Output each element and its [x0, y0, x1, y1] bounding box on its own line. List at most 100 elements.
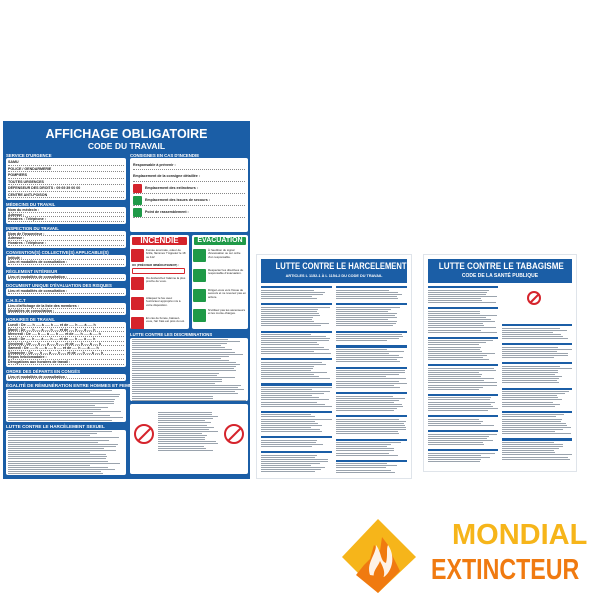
text-line — [132, 400, 246, 401]
text-line — [336, 381, 399, 382]
text-line — [428, 357, 483, 358]
text-line — [336, 425, 405, 426]
text-line — [336, 387, 400, 388]
article-text — [502, 391, 572, 408]
text-line — [261, 423, 318, 424]
text-line — [428, 300, 482, 301]
text-line — [336, 463, 387, 464]
text-line — [261, 334, 311, 335]
harassment-heading: LUTTE CONTRE LE HARCÈLEMENT SEXUEL — [6, 424, 105, 429]
article-text — [336, 290, 407, 301]
text-line — [261, 444, 323, 445]
text-line — [158, 437, 205, 438]
text-line — [336, 309, 391, 310]
section-row[interactable]: Modalités de consultation : — [8, 309, 124, 314]
evacuation-panel: EVACUATION À l'audition du signal d'évac… — [192, 235, 248, 329]
article-text — [261, 414, 332, 433]
text-line — [132, 356, 229, 357]
text-line — [261, 321, 314, 322]
article-heading-bar — [502, 343, 572, 345]
article-heading-bar — [502, 411, 572, 413]
text-line — [261, 351, 314, 352]
section-box: Lieu et modalités de consultation : — [6, 374, 126, 382]
section-row[interactable]: Dérogations aux horaires de travail : — [8, 360, 124, 365]
article-heading-bar — [502, 362, 572, 364]
text-line — [8, 444, 118, 445]
text-line — [132, 398, 213, 399]
text-line — [502, 336, 563, 337]
smoking-poster-title: LUTTE CONTRE LE TABAGISME — [439, 261, 561, 272]
section-box: Lieu et modalités de consultation : — [6, 274, 126, 282]
section-row[interactable]: CENTRE ANTI-POISON — [8, 192, 124, 199]
text-line — [428, 453, 495, 454]
text-line — [336, 296, 397, 297]
poster-subtitle: CODE DU TRAVAIL — [3, 141, 250, 151]
article-heading-bar — [336, 367, 407, 369]
section-row[interactable]: Lieu et modalités de consultation : — [8, 260, 124, 265]
article-text — [261, 387, 332, 408]
text-line — [502, 382, 559, 383]
text-line — [8, 456, 107, 457]
brand-name-line2: EXTINCTEUR — [431, 554, 579, 586]
text-line — [261, 457, 315, 458]
section-row[interactable]: Lieu et modalités de consultation : — [8, 289, 124, 294]
text-line — [336, 321, 397, 322]
text-line — [261, 416, 315, 417]
text-line — [428, 455, 481, 456]
text-line — [428, 294, 486, 295]
text-line — [502, 376, 562, 377]
incendie-step-text: Fumée anormale, odeur de brûlé, flammes … — [146, 249, 186, 259]
section-row[interactable]: Horaires : Téléphone : — [8, 217, 124, 222]
fire-row: Emplacement de la consigne détaillée : — [133, 170, 245, 182]
text-line — [261, 325, 321, 326]
section-row[interactable]: Horaires : Téléphone : — [8, 241, 124, 246]
article-text — [428, 419, 498, 427]
text-line — [428, 351, 482, 352]
text-line — [336, 359, 397, 360]
section-row[interactable]: Lieu et modalités de consultation : — [8, 375, 124, 380]
text-line — [428, 408, 498, 409]
text-line — [158, 443, 218, 444]
text-line — [336, 378, 406, 379]
text-line — [428, 319, 491, 320]
text-line — [502, 338, 568, 339]
equality-text — [6, 389, 126, 422]
text-line — [428, 290, 489, 291]
article-heading-bar — [428, 307, 498, 309]
text-line — [8, 469, 115, 470]
text-line — [502, 347, 558, 348]
fire-instructions-box: Responsable à prévenir : Emplacement de … — [130, 158, 248, 232]
text-line — [502, 431, 555, 432]
incendie-step-icon — [131, 249, 144, 262]
text-line — [502, 459, 570, 460]
article-heading-bar — [336, 303, 407, 305]
article-text — [261, 334, 332, 355]
incendie-field-label: OU (PRÉCISER IMMÉDIATEMENT) : — [132, 264, 179, 267]
text-line — [8, 411, 121, 412]
text-line — [8, 440, 109, 441]
section-row[interactable]: Lieu et modalités de consultation : — [8, 275, 124, 280]
text-line — [158, 448, 206, 449]
text-line — [261, 465, 311, 466]
text-line — [502, 372, 558, 373]
text-line — [261, 317, 313, 318]
text-line — [8, 420, 112, 421]
text-line — [8, 467, 108, 468]
section-box: Nom du médecin : Adresse : Horaires : Télé… — [6, 207, 126, 224]
text-line — [428, 353, 495, 354]
article-text — [336, 349, 407, 364]
incendie-field-input[interactable] — [132, 268, 185, 274]
text-line — [261, 471, 315, 472]
text-line — [428, 347, 481, 348]
text-line — [502, 433, 571, 434]
text-line — [336, 455, 398, 456]
text-line — [261, 397, 319, 398]
text-line — [8, 415, 110, 416]
text-line — [8, 461, 108, 462]
text-line — [158, 429, 209, 430]
text-line — [428, 344, 479, 345]
text-line — [336, 385, 394, 386]
text-line — [8, 450, 116, 451]
text-line — [8, 471, 101, 472]
text-line — [428, 438, 487, 439]
